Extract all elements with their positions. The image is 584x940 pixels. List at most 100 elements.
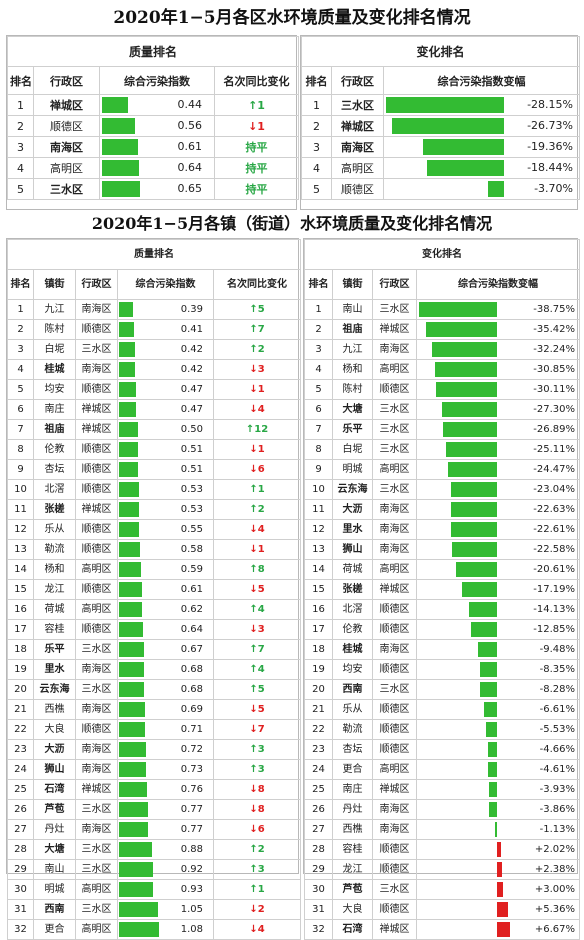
- rank-cell: 12: [7, 519, 34, 540]
- index-value: 0.65: [177, 182, 203, 195]
- change-value: -4.61%: [539, 764, 575, 775]
- index-value: 0.88: [180, 844, 203, 855]
- district-name: 南海区: [75, 819, 118, 840]
- rank-change-cell: ↓4: [213, 399, 301, 420]
- town-change-panel: 变化排名 排名 镇街 行政区 综合污染指数变幅 1 南山 三水区 -38.75% 2 祖庙…: [303, 238, 580, 940]
- change-cell: -35.42%: [416, 319, 580, 340]
- town-name: 乐平: [332, 419, 373, 440]
- rank-cell: 4: [7, 157, 34, 179]
- index-value: 0.58: [180, 544, 203, 555]
- index-cell: 1.08: [117, 919, 214, 940]
- district-name: 顺德区: [75, 479, 118, 500]
- rank-change-cell: 持平: [213, 157, 300, 179]
- town-name: 祖庙: [33, 419, 76, 440]
- district-name: 南海区: [372, 639, 417, 660]
- district-name: 南海区: [372, 819, 417, 840]
- index-cell: 0.50: [117, 419, 214, 440]
- rank-cell: 24: [7, 759, 34, 780]
- index-bar: [119, 301, 134, 318]
- rank-change-cell: ↑5: [213, 679, 301, 700]
- rank-cell: 19: [304, 659, 333, 680]
- table-row: 8 白坭 三水区 -25.11%: [304, 439, 580, 460]
- rank-change-cell: ↑3: [213, 739, 301, 760]
- rank-change-value: 1: [257, 384, 265, 395]
- district-name: 顺德区: [75, 539, 118, 560]
- index-bar: [119, 601, 142, 618]
- arrow-up-icon: ↑: [249, 884, 258, 895]
- town-name: 芦苞: [33, 799, 76, 820]
- change-cell: -3.93%: [416, 779, 580, 800]
- change-bar: [426, 160, 504, 176]
- district-name: 南海区: [75, 659, 118, 680]
- index-cell: 0.61: [99, 136, 215, 158]
- arrow-down-icon: ↓: [249, 364, 258, 375]
- arrow-down-icon: ↓: [249, 724, 258, 735]
- rank-change-value: 持平: [245, 183, 268, 196]
- change-bar: [447, 461, 497, 478]
- table-row: 32 更合 高明区 1.08 ↓4: [7, 919, 301, 940]
- arrow-down-icon: ↓: [249, 444, 258, 455]
- district-name: 南海区: [33, 136, 100, 158]
- table-row: 31 大良 顺德区 +5.36%: [304, 899, 580, 920]
- rank-change-value: 5: [257, 684, 265, 695]
- change-cell: -30.11%: [416, 379, 580, 400]
- district-title: 2020年1−5月各区水环境质量及变化排名情况: [113, 8, 471, 28]
- arrow-down-icon: ↓: [249, 824, 258, 835]
- index-value: 0.51: [180, 444, 203, 455]
- arrow-down-icon: ↓: [249, 404, 258, 415]
- arrow-down-icon: ↓: [249, 804, 258, 815]
- district-name: 高明区: [372, 459, 417, 480]
- index-bar: [102, 181, 140, 197]
- change-value: -3.70%: [534, 182, 573, 195]
- rank-change-cell: ↑1: [213, 879, 301, 900]
- change-value: -22.58%: [533, 544, 575, 555]
- rank-change-cell: ↑5: [213, 299, 301, 320]
- town-name: 南庄: [33, 399, 76, 420]
- district-name: 禅城区: [33, 94, 100, 116]
- town-name: 容桂: [33, 619, 76, 640]
- col-index: 综合污染指数: [117, 269, 214, 300]
- rank-cell: 18: [7, 639, 34, 660]
- rank-change-cell: ↑4: [213, 659, 301, 680]
- table-row: 2 祖庙 禅城区 -35.42%: [304, 319, 580, 340]
- rank-change-value: 3: [257, 764, 265, 775]
- index-bar: [119, 901, 158, 918]
- district-name: 三水区: [75, 339, 118, 360]
- table-row: 5 陈村 顺德区 -30.11%: [304, 379, 580, 400]
- index-cell: 0.93: [117, 879, 214, 900]
- index-bar: [119, 861, 154, 878]
- table-row: 6 南庄 禅城区 0.47 ↓4: [7, 399, 301, 420]
- rank-change-cell: ↓4: [213, 519, 301, 540]
- change-cell: +2.02%: [416, 839, 580, 860]
- rank-cell: 16: [7, 599, 34, 620]
- rank-cell: 26: [7, 799, 34, 820]
- rank-cell: 15: [7, 579, 34, 600]
- col-index-change: 综合污染指数变幅: [416, 269, 580, 300]
- arrow-up-icon: ↑: [249, 484, 258, 495]
- change-bar: [442, 421, 497, 438]
- arrow-up-icon: ↑: [249, 504, 258, 515]
- district-name: 顺德区: [75, 519, 118, 540]
- index-value: 0.67: [180, 644, 203, 655]
- district-name: 顺德区: [372, 379, 417, 400]
- rank-cell: 23: [7, 739, 34, 760]
- table-row: 19 里水 南海区 0.68 ↑4: [7, 659, 301, 680]
- change-cell: -17.19%: [416, 579, 580, 600]
- arrow-up-icon: ↑: [249, 664, 258, 675]
- rank-change-cell: ↓3: [213, 359, 301, 380]
- change-cell: -8.28%: [416, 679, 580, 700]
- change-bar: [497, 881, 504, 898]
- table-row: 14 荷城 高明区 -20.61%: [304, 559, 580, 580]
- rank-cell: 30: [7, 879, 34, 900]
- change-value: -38.75%: [533, 304, 575, 315]
- table-row: 13 勒流 顺德区 0.58 ↓1: [7, 539, 301, 560]
- index-bar: [119, 661, 145, 678]
- table-row: 4 高明区 0.64 持平: [7, 157, 300, 179]
- district-name: 顺德区: [33, 115, 100, 137]
- town-name: 张槎: [332, 579, 373, 600]
- index-bar: [119, 581, 142, 598]
- town-name: 均安: [332, 659, 373, 680]
- rank-cell: 19: [7, 659, 34, 680]
- index-bar: [119, 421, 138, 438]
- change-bar: [483, 701, 497, 718]
